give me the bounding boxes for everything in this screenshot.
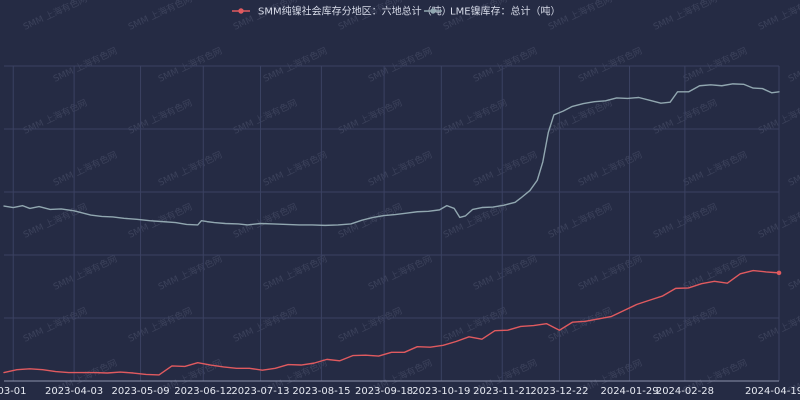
watermark-text: SMM 上海有色网 <box>126 305 194 345</box>
watermark-text: SMM 上海有色网 <box>51 253 119 293</box>
watermark-text: SMM 上海有色网 <box>756 97 800 137</box>
watermark-text: SMM 上海有色网 <box>756 201 800 241</box>
watermark-text: SMM 上海有色网 <box>756 305 800 345</box>
x-tick-label: 03-01 <box>0 386 27 397</box>
watermark-text: SMM 上海有色网 <box>126 0 194 33</box>
watermark-text: SMM 上海有色网 <box>786 149 800 189</box>
lme-legend-label: LME镍库存：总计（吨） <box>450 5 561 18</box>
watermark-text: SMM 上海有色网 <box>651 0 719 33</box>
smm-legend-marker <box>238 8 244 14</box>
x-tick-label: 2024-01-29 <box>600 386 658 397</box>
watermark-text: SMM 上海有色网 <box>231 97 299 137</box>
watermark-text: SMM 上海有色网 <box>21 0 89 33</box>
axis-layer: 03-01 2023-04-03 2023-05-09 2023-06-12 2023-… <box>0 380 800 397</box>
watermark-text: SMM 上海有色网 <box>261 45 329 85</box>
watermark-text: SMM 上海有色网 <box>576 253 644 293</box>
watermark-text: SMM 上海有色网 <box>471 253 539 293</box>
x-tick-label: 2023-12-22 <box>530 386 588 397</box>
watermark-text: SMM 上海有色网 <box>576 45 644 85</box>
x-tick-label: 2023-08-15 <box>292 386 350 397</box>
watermark-text: SMM 上海有色网 <box>366 149 434 189</box>
x-tick-label: 2023-10-19 <box>412 386 470 397</box>
x-tick-label: 2023-05-09 <box>111 386 169 397</box>
x-tick-label: 2023-09-18 <box>355 386 413 397</box>
watermark-text: SMM 上海有色网 <box>366 253 434 293</box>
watermark-text: SMM 上海有色网 <box>51 45 119 85</box>
watermark-text: SMM 上海有色网 <box>576 149 644 189</box>
watermark-text: SMM 上海有色网 <box>261 149 329 189</box>
x-tick-label: 2023-07-13 <box>231 386 289 397</box>
smm-series-line <box>3 269 780 376</box>
watermark-text: SMM 上海有色网 <box>156 45 224 85</box>
watermark-text: SMM 上海有色网 <box>156 253 224 293</box>
watermark-text: SMM 上海有色网 <box>336 305 404 345</box>
x-tick-label: 2024-02-28 <box>656 386 714 397</box>
watermark-text: SMM 上海有色网 <box>471 149 539 189</box>
watermark-text: SMM 上海有色网 <box>21 97 89 137</box>
smm-last-point <box>776 270 782 276</box>
lme-legend-marker <box>430 8 436 14</box>
watermark-text: SMM 上海有色网 <box>681 45 749 85</box>
watermark-text: SMM 上海有色网 <box>336 97 404 137</box>
watermark-layer: SMM 上海有色网 SMM 上海有色网 SMM 上海有色网 SMM 上海有色网 SMM … <box>21 0 800 397</box>
series-layer <box>3 83 782 376</box>
x-tick-label: 2023-11-21 <box>473 386 531 397</box>
watermark-text: SMM 上海有色网 <box>471 45 539 85</box>
x-tick-label: 2024-04-19 <box>745 386 800 397</box>
watermark-text: SMM 上海有色网 <box>756 0 800 33</box>
watermark-text: SMM 上海有色网 <box>126 201 194 241</box>
watermark-text: SMM 上海有色网 <box>441 305 509 345</box>
watermark-text: SMM 上海有色网 <box>21 201 89 241</box>
watermark-text: SMM 上海有色网 <box>21 305 89 345</box>
watermark-text: SMM 上海有色网 <box>786 45 800 85</box>
legend-layer: SMM纯镍社会库存分地区：六地总计（吨）LME镍库存：总计（吨） <box>232 5 561 18</box>
watermark-text: SMM 上海有色网 <box>231 201 299 241</box>
watermark-text: SMM 上海有色网 <box>156 149 224 189</box>
watermark-text: SMM 上海有色网 <box>51 149 119 189</box>
watermark-text: SMM 上海有色网 <box>336 201 404 241</box>
smm-legend-label: SMM纯镍社会库存分地区：六地总计（吨） <box>258 5 452 18</box>
watermark-text: SMM 上海有色网 <box>231 305 299 345</box>
watermark-text: SMM 上海有色网 <box>546 201 614 241</box>
watermark-text: SMM 上海有色网 <box>546 305 614 345</box>
watermark-text: SMM 上海有色网 <box>126 97 194 137</box>
watermark-text: SMM 上海有色网 <box>786 253 800 293</box>
watermark-text: SMM 上海有色网 <box>441 97 509 137</box>
lme-series-line <box>3 83 780 227</box>
x-tick-label: 2023-04-03 <box>45 386 103 397</box>
x-tick-label: 2023-06-12 <box>174 386 232 397</box>
watermark-text: SMM 上海有色网 <box>261 253 329 293</box>
watermark-text: SMM 上海有色网 <box>681 149 749 189</box>
watermark-text: SMM 上海有色网 <box>546 97 614 137</box>
watermark-text: SMM 上海有色网 <box>366 45 434 85</box>
